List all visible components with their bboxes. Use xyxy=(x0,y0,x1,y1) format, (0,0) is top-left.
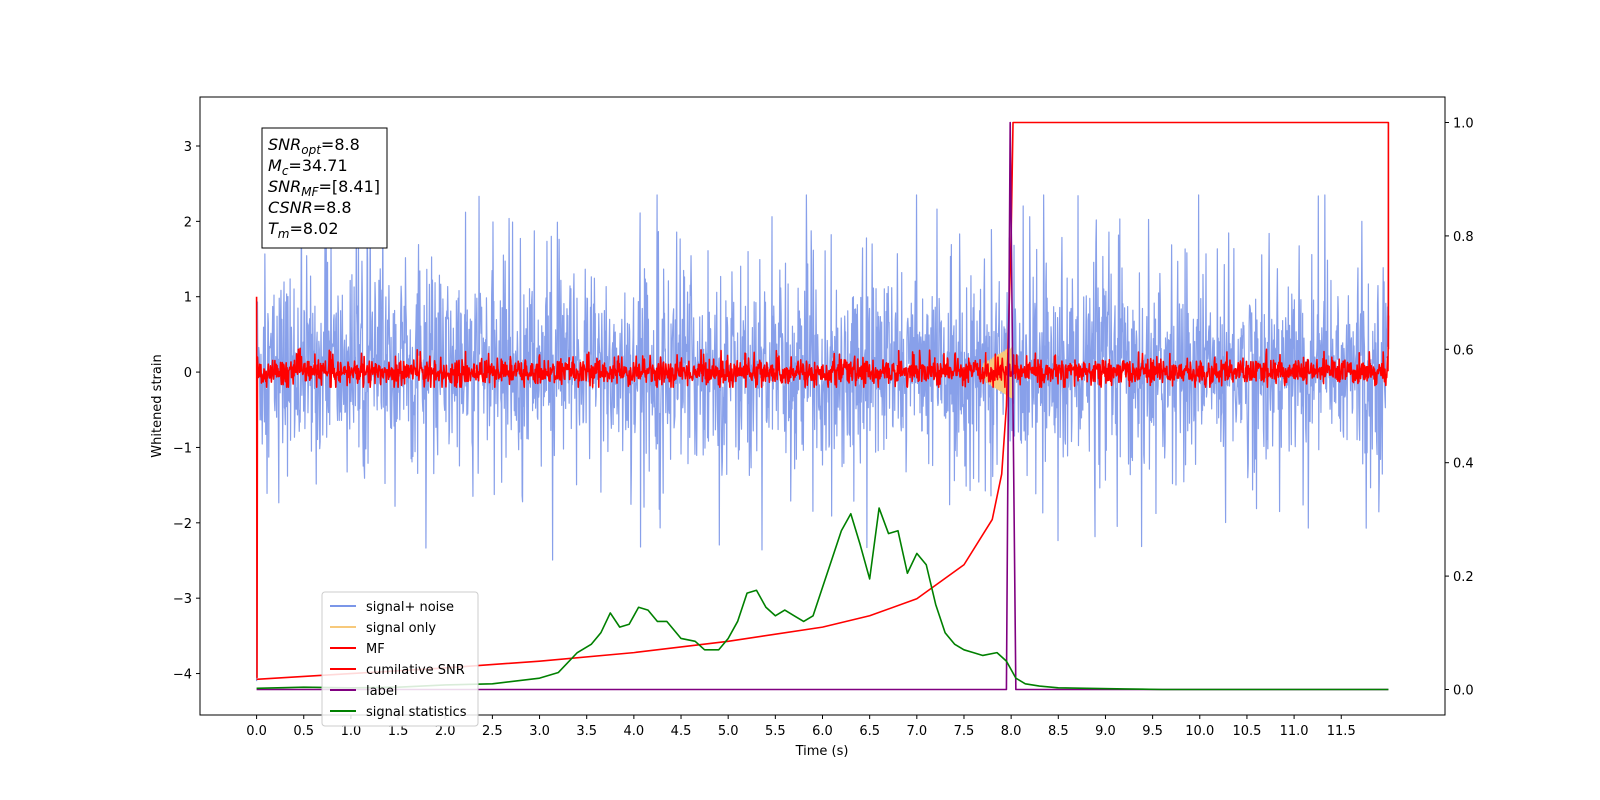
left-y-tick-label: −3 xyxy=(173,592,192,607)
legend-label-signal-only: signal only xyxy=(366,621,436,636)
x-tick-label: 9.5 xyxy=(1142,724,1163,739)
annotation-symbol: M xyxy=(268,156,282,175)
annotation-subscript: m xyxy=(278,227,290,241)
annotation-subscript: c xyxy=(282,164,289,178)
left-y-tick-label: 3 xyxy=(184,140,192,155)
annotation-subscript: opt xyxy=(301,143,322,157)
annotation-symbol: SNR xyxy=(268,177,301,196)
annotation-value: =[8.41] xyxy=(319,177,381,196)
right-y-tick-label: 0.6 xyxy=(1453,343,1474,358)
x-tick-label: 5.5 xyxy=(765,724,786,739)
left-y-axis-ticks: −4 −3 −2 −1 0 1 2 3 xyxy=(173,140,200,683)
x-tick-label: 11.0 xyxy=(1280,724,1309,739)
left-y-tick-label: 0 xyxy=(184,366,192,381)
x-tick-label: 3.0 xyxy=(529,724,550,739)
x-tick-label: 0.5 xyxy=(293,724,314,739)
x-tick-label: 4.0 xyxy=(624,724,645,739)
x-axis-label: Time (s) xyxy=(795,744,849,759)
series-signal-statistics-right xyxy=(256,507,1389,691)
annotation-line: SNRMF=[8.41] xyxy=(268,177,380,199)
right-y-tick-label: 0.2 xyxy=(1453,570,1474,585)
annotation-box-frame xyxy=(261,127,388,249)
x-axis-ticks: 0.0 0.5 1.0 1.5 2.0 2.5 3.0 3.5 4.0 4.5 5.0 5.5 6.0 6… xyxy=(246,715,1356,739)
plot-data-layer xyxy=(255,121,1390,691)
series-mf-line xyxy=(255,296,1390,679)
x-tick-label: 7.5 xyxy=(954,724,975,739)
x-tick-label: 6.5 xyxy=(859,724,880,739)
annotation-value: =34.71 xyxy=(288,156,347,175)
x-tick-label: 9.0 xyxy=(1095,724,1116,739)
x-tick-label: 8.5 xyxy=(1048,724,1069,739)
annotation-subscript: MF xyxy=(301,185,319,199)
x-tick-label: 8.0 xyxy=(1001,724,1022,739)
x-tick-label: 4.5 xyxy=(671,724,692,739)
annotation-box: SNRopt=8.8Mc=34.71SNRMF=[8.41]CSNR=8.8Tm… xyxy=(261,127,388,249)
x-tick-label: 2.5 xyxy=(482,724,503,739)
right-y-tick-label: 0.4 xyxy=(1453,457,1474,472)
x-tick-label: 6.0 xyxy=(812,724,833,739)
x-tick-label: 11.5 xyxy=(1327,724,1356,739)
legend: signal+ noise signal only MF cumilative SNR… xyxy=(321,591,479,727)
left-y-tick-label: −1 xyxy=(173,441,192,456)
x-tick-label: 7.0 xyxy=(906,724,927,739)
left-y-tick-label: 1 xyxy=(184,291,192,306)
x-tick-label: 10.5 xyxy=(1232,724,1261,739)
left-y-tick-label: −2 xyxy=(173,517,192,532)
right-y-tick-label: 0.0 xyxy=(1453,683,1474,698)
annotation-value: =8.8 xyxy=(313,198,352,217)
annotation-line: Tm=8.02 xyxy=(268,219,339,241)
annotation-symbol: T xyxy=(268,219,279,238)
x-tick-label: 1.0 xyxy=(341,724,362,739)
legend-label-signal-statistics: signal statistics xyxy=(366,705,467,720)
right-y-axis-ticks: 0.0 0.2 0.4 0.6 0.8 1.0 xyxy=(1445,117,1474,698)
x-tick-label: 10.0 xyxy=(1185,724,1214,739)
right-y-tick-label: 0.8 xyxy=(1453,230,1474,245)
annotation-value: =8.8 xyxy=(321,135,360,154)
legend-frame xyxy=(321,591,479,727)
x-tick-label: 2.0 xyxy=(435,724,456,739)
x-tick-label: 1.5 xyxy=(388,724,409,739)
series-cumilative-snr-right xyxy=(256,121,1390,681)
left-y-tick-label: −4 xyxy=(173,668,192,683)
legend-label-label: label xyxy=(366,684,397,699)
x-tick-label: 5.0 xyxy=(718,724,739,739)
right-y-tick-label: 1.0 xyxy=(1453,117,1474,132)
annotation-value: =8.02 xyxy=(289,219,338,238)
legend-label-signal-noise: signal+ noise xyxy=(366,600,454,615)
left-y-axis-label: Whitened strain xyxy=(150,354,165,457)
annotation-line: SNRopt=8.8 xyxy=(268,135,360,157)
legend-label-cumilative-snr: cumilative SNR xyxy=(366,663,465,678)
x-tick-label: 0.0 xyxy=(246,724,267,739)
x-tick-label: 3.5 xyxy=(576,724,597,739)
annotation-line: CSNR=8.8 xyxy=(268,198,352,217)
annotation-line: Mc=34.71 xyxy=(268,156,348,178)
annotation-symbol: CSNR xyxy=(268,198,313,217)
legend-label-mf: MF xyxy=(366,642,385,657)
annotation-symbol: SNR xyxy=(268,135,301,154)
left-y-tick-label: 2 xyxy=(184,215,192,230)
